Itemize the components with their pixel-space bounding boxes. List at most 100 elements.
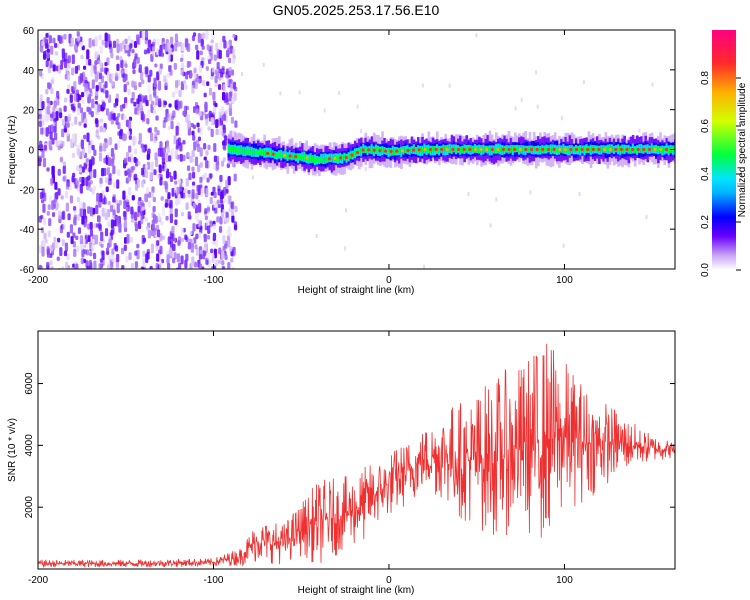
heatmap-cell	[275, 153, 279, 158]
heatmap-cell	[92, 39, 96, 47]
heatmap-cell	[56, 256, 60, 262]
heatmap-peak	[339, 156, 343, 160]
heatmap-cell	[180, 211, 185, 217]
heatmap-cell	[150, 243, 154, 254]
heatmap-cell	[131, 49, 135, 54]
heatmap-cell	[528, 146, 532, 153]
heatmap-cell	[273, 152, 277, 158]
heatmap-cell	[166, 254, 170, 264]
heatmap-peak	[636, 148, 640, 151]
heatmap-cell	[165, 152, 169, 163]
heatmap-cell	[38, 244, 43, 254]
heatmap-cell	[210, 117, 214, 126]
heatmap-cell	[227, 226, 232, 232]
heatmap-cell	[163, 101, 167, 106]
heatmap-cell	[151, 212, 155, 219]
heatmap-cell	[198, 65, 202, 74]
heatmap-cell	[205, 30, 209, 40]
heatmap-cell	[73, 80, 77, 91]
heatmap-cell	[81, 176, 85, 187]
heatmap-cell	[171, 148, 175, 156]
heatmap-cell	[192, 134, 196, 141]
heatmap-cell	[87, 96, 91, 104]
heatmap-cell	[91, 244, 95, 252]
heatmap-cell	[70, 37, 74, 47]
heatmap-cell	[219, 72, 224, 78]
heatmap-cell	[220, 160, 225, 167]
heatmap-cell	[98, 34, 102, 41]
heatmap-cell	[57, 145, 61, 151]
heatmap-cell	[224, 254, 228, 261]
heatmap-cell	[173, 185, 178, 194]
heatmap-cell	[330, 157, 334, 162]
heatmap-cell	[45, 113, 49, 123]
heatmap-cell	[89, 221, 93, 230]
heatmap-cell	[72, 106, 76, 112]
heatmap-peak	[597, 148, 601, 151]
heatmap-cell	[61, 48, 65, 58]
heatmap-cell	[141, 30, 145, 41]
heatmap-peak	[501, 148, 505, 151]
heatmap-cell	[42, 239, 46, 248]
heatmap-cell	[133, 136, 138, 145]
snr-series-line	[38, 343, 675, 568]
heatmap-cell	[122, 77, 127, 83]
heatmap-cell	[133, 101, 137, 107]
heatmap-cell	[38, 113, 42, 120]
heatmap-cell	[41, 114, 46, 125]
heatmap-cell	[191, 181, 196, 186]
heatmap-cell	[124, 63, 128, 68]
heatmap-cell	[227, 262, 231, 269]
heatmap-cell	[59, 64, 64, 70]
heatmap-cell	[47, 204, 51, 211]
heatmap-cell	[185, 253, 189, 262]
heatmap-cell	[96, 192, 100, 202]
heatmap-cell	[191, 189, 195, 200]
heatmap-cell	[387, 148, 391, 153]
colorbar: 0.0 0.2 0.4 0.6 0.8 Normalized spectral ampl…	[700, 30, 748, 277]
heatmap-cell	[66, 71, 71, 82]
heatmap-cell	[377, 146, 380, 153]
heatmap-cell	[174, 180, 178, 185]
heatmap-cell	[160, 221, 164, 226]
heatmap-cell	[232, 48, 236, 59]
heatmap-cell	[202, 111, 206, 116]
heatmap-cell	[66, 122, 70, 128]
heatmap-cell	[562, 147, 565, 154]
heatmap-cell	[218, 225, 223, 233]
heatmap-cell	[110, 81, 114, 86]
heatmap-cell	[150, 161, 154, 172]
heatmap-cell	[127, 35, 131, 41]
heatmap-cell	[147, 39, 152, 48]
heatmap-cell	[54, 132, 58, 141]
heatmap-cell	[146, 47, 150, 54]
heatmap-cell	[119, 43, 123, 52]
heatmap-cell	[142, 113, 146, 122]
heatmap-cell	[119, 56, 123, 61]
heatmap-cell	[110, 53, 114, 59]
heatmap-cell	[111, 109, 115, 114]
heatmap-cell	[421, 83, 424, 88]
heatmap-cell	[49, 113, 54, 118]
heatmap-cell	[398, 147, 401, 154]
heatmap-cell	[109, 205, 114, 213]
heatmap-cell	[128, 135, 132, 140]
heatmap-cell	[159, 141, 163, 150]
heatmap-peak	[350, 153, 354, 157]
heatmap-cell	[427, 147, 431, 153]
heatmap-cell	[52, 64, 56, 72]
y-tick-label: 40	[23, 66, 35, 77]
heatmap-cell	[471, 147, 475, 152]
heatmap-cell	[50, 266, 54, 269]
heatmap-cell	[191, 149, 195, 158]
spectrogram-x-ticks: -200 -100 0 100	[28, 30, 573, 286]
heatmap-cell	[211, 67, 216, 73]
heatmap-cell	[59, 112, 63, 119]
heatmap-cell	[140, 71, 144, 81]
heatmap-cell	[108, 173, 112, 181]
heatmap-cell	[104, 138, 108, 143]
heatmap-peak	[468, 148, 472, 151]
heatmap-cell	[206, 206, 210, 211]
heatmap-cell	[89, 206, 93, 216]
heatmap-cell	[478, 147, 481, 154]
